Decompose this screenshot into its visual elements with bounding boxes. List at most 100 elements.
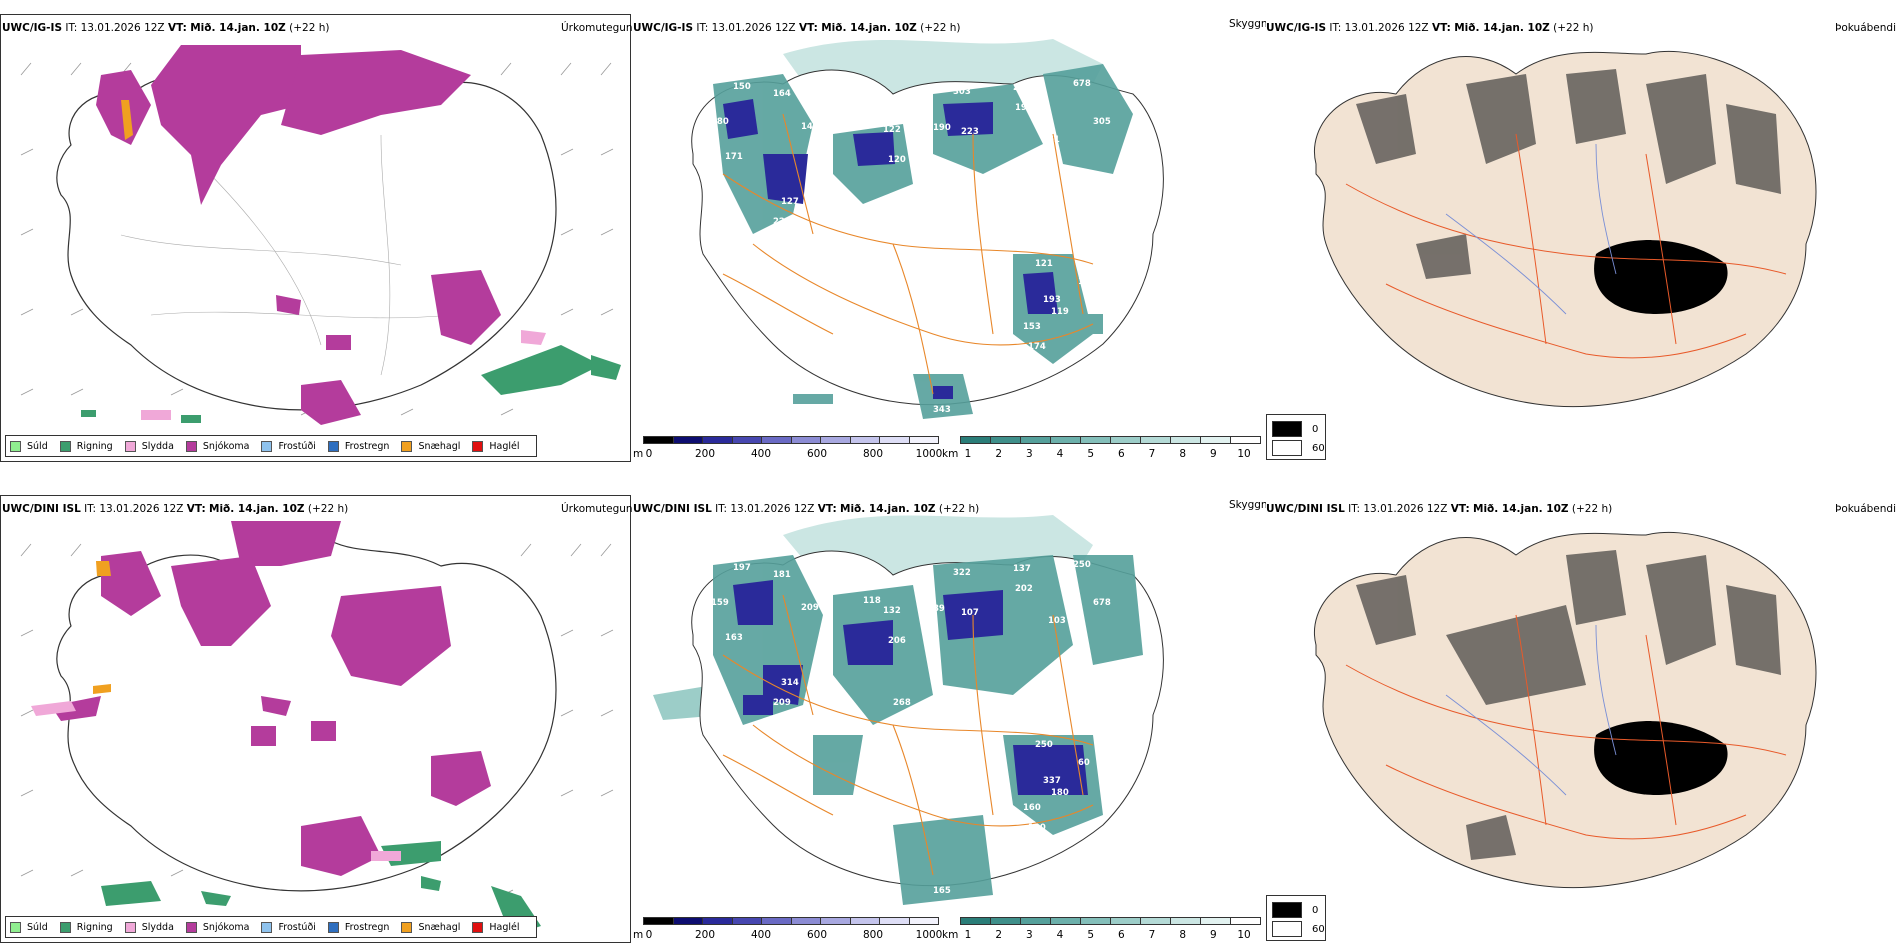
ceiling-unit: m xyxy=(633,448,644,460)
colorbar-label: 8 xyxy=(1179,929,1186,941)
ceiling-value-label: 122 xyxy=(883,125,901,135)
precip-panel-row2: Súld Rigning Slydda Snjókoma Frostúði Fr… xyxy=(0,495,631,943)
colorbar-label: 2 xyxy=(995,929,1002,941)
colorbar-label: 400 xyxy=(750,929,772,941)
legend-item: Rigning xyxy=(59,440,113,452)
legend-item: Snjókoma xyxy=(185,440,249,452)
legend-item: Rigning xyxy=(59,921,113,933)
precip-legend-row2: Súld Rigning Slydda Snjókoma Frostúði Fr… xyxy=(5,916,537,938)
legend-item: Snæhagl xyxy=(401,440,460,452)
ceiling-bar-labels: 0 200 400 600 800 1000 xyxy=(646,917,943,941)
ceiling-value-label: 197 xyxy=(733,563,751,573)
legend-item: Súld xyxy=(10,921,48,933)
ceiling-value-label: 223 xyxy=(961,127,979,137)
ceiling-value-label: 116 xyxy=(723,252,741,262)
fog-legend-item: 60 xyxy=(1272,440,1325,456)
ceiling-value-label: 122 xyxy=(863,115,881,125)
swatch xyxy=(327,440,339,452)
visibility-unit: km xyxy=(942,448,959,460)
ceiling-value-label: 181 xyxy=(773,570,791,580)
colorbar-segment xyxy=(1230,436,1261,444)
colorbar-segment xyxy=(908,917,939,925)
ceiling-colorbar-row1: m 0 200 400 600 800 1000 xyxy=(633,436,942,460)
colorbar-label: 9 xyxy=(1209,929,1217,941)
ceiling-value-label: 118 xyxy=(863,596,881,606)
colorbar-label: 200 xyxy=(694,448,716,460)
colorbar-label: 1000 xyxy=(915,929,943,941)
visibility-header-row2: UWC/DINI ISL IT: 13.01.2026 12Z VT: Mið.… xyxy=(633,503,980,515)
swatch xyxy=(59,921,71,933)
visibility-panel-row1: 150 164 280 148 171 122 122 303 299 678 190 127 120 2… xyxy=(633,14,1263,464)
ceiling-value-label: 269 xyxy=(933,738,951,748)
fog-legend-item: 0 xyxy=(1272,902,1318,918)
ceiling-value-label: 159 xyxy=(711,598,729,608)
colorbar-label: 1 xyxy=(964,929,972,941)
ceiling-value-label: 137 xyxy=(833,818,851,828)
legend-item: Frostúði xyxy=(261,921,316,933)
visibility-bar-labels: 1 2 3 4 5 6 7 8 9 10 xyxy=(964,917,1251,941)
swatch xyxy=(401,921,413,933)
fog-header-row1: UWC/IG-IS IT: 13.01.2026 12Z VT: Mið. 14… xyxy=(1266,22,1594,34)
swatch xyxy=(185,440,197,452)
ceiling-value-label: 80 xyxy=(723,733,735,743)
precip-title-row2: Úrkomutegund xyxy=(561,503,640,515)
colorbar-label: 800 xyxy=(862,448,884,460)
ceiling-value-label: 268 xyxy=(893,698,911,708)
precip-map-row1 xyxy=(20,45,621,425)
colorbar-label: 1000 xyxy=(915,448,943,460)
ceiling-value-label: 132 xyxy=(883,606,901,616)
ceiling-value-label: 103 xyxy=(1048,616,1066,626)
ceiling-value-label: 322 xyxy=(953,568,971,578)
ceiling-value-label: 150 xyxy=(733,82,751,92)
swatch xyxy=(1272,440,1302,456)
ceiling-value-label: 299 xyxy=(1013,83,1031,93)
fog-legend-item: 0 xyxy=(1272,421,1318,437)
swatch xyxy=(1272,421,1302,437)
visibility-unit: km xyxy=(942,929,959,941)
precip-header-row2: UWC/DINI ISL IT: 13.01.2026 12Z VT: Mið.… xyxy=(2,503,349,515)
fog-map-row2 xyxy=(1314,531,1817,889)
ceiling-value-label: 89 xyxy=(933,604,945,614)
colorbar-label: 9 xyxy=(1209,448,1217,460)
colorbar-label: 4 xyxy=(1056,929,1064,941)
visibility-panel-row2: 197 181 159 209 163 118 132 322 137 250 202 314 206 1… xyxy=(633,495,1263,945)
visibility-header-row1: UWC/IG-IS IT: 13.01.2026 12Z VT: Mið. 14… xyxy=(633,22,961,34)
ceiling-value-label: 209 xyxy=(801,603,819,613)
precip-legend-row1: Súld Rigning Slydda Snjókoma Frostúði Fr… xyxy=(5,435,537,457)
fog-title-row2: Þokuábendi xyxy=(1835,503,1896,515)
colorbar-label: 2 xyxy=(995,448,1002,460)
legend-item: Súld xyxy=(10,440,48,452)
swatch xyxy=(124,921,136,933)
ceiling-value-label: 305 xyxy=(1093,117,1111,127)
ceiling-value-label: 250 xyxy=(1073,560,1091,570)
ceiling-value-label: 337 xyxy=(1043,776,1061,786)
visibility-bar-segments xyxy=(960,436,1261,444)
colorbar-label: 4 xyxy=(1056,448,1064,460)
ceiling-value-label: 678 xyxy=(1093,598,1111,608)
ceiling-value-label: 202 xyxy=(1015,584,1033,594)
ceiling-bar-segments xyxy=(643,917,939,925)
ceiling-value-label: 137 xyxy=(1013,564,1031,574)
colorbar-label: 5 xyxy=(1087,929,1094,941)
colorbar-label: 6 xyxy=(1117,929,1125,941)
colorbar-label: 3 xyxy=(1025,929,1033,941)
precip-map-row2 xyxy=(20,521,614,936)
ceiling-value-label: 165 xyxy=(933,886,951,896)
ceiling-value-label: 343 xyxy=(933,405,951,415)
precip-title-row1: Úrkomutegund xyxy=(561,22,640,34)
swatch xyxy=(472,921,484,933)
colorbar-label: 0 xyxy=(645,448,653,460)
colorbar-segment xyxy=(908,436,939,444)
colorbar-label: 8 xyxy=(1179,448,1186,460)
ceiling-value-label: 60 xyxy=(1078,758,1090,768)
ceiling-value-label: 107 xyxy=(961,608,979,618)
ceiling-value-label: 303 xyxy=(953,87,971,97)
ceiling-value-label: 314 xyxy=(781,678,799,688)
visibility-title-row1: Skyggni xyxy=(1229,18,1271,30)
colorbar-label: 5 xyxy=(1087,448,1094,460)
swatch xyxy=(59,440,71,452)
ceiling-value-label: 209 xyxy=(773,698,791,708)
ceiling-colorbar-row2: m 0 200 400 600 800 1000 xyxy=(633,917,943,941)
